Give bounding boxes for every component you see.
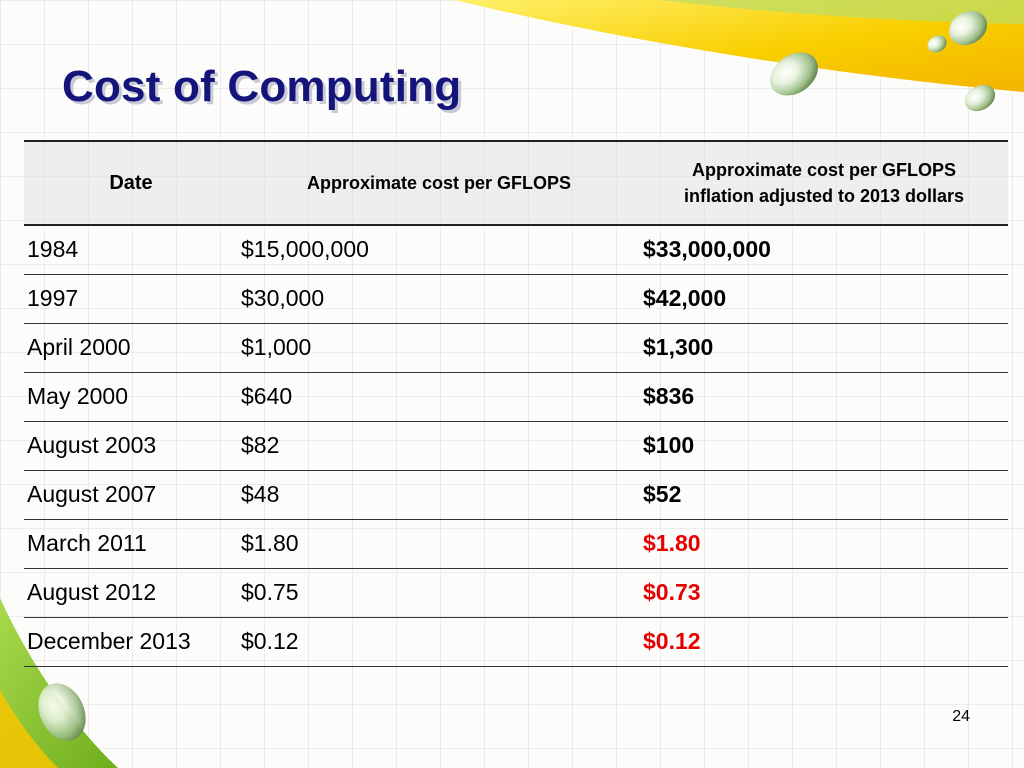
header-adjusted-line1: Approximate cost per GFLOPS	[691, 160, 957, 180]
cell-date: August 2007	[24, 470, 238, 520]
cell-date: December 2013	[24, 617, 238, 667]
cell-cost: $0.12	[238, 617, 640, 667]
cell-date: April 2000	[24, 323, 238, 373]
cell-adjusted-cost: $1.80	[640, 519, 1008, 569]
table-body: 1984 $15,000,000 $33,000,000 1997 $30,000 $42…	[24, 225, 1008, 667]
cell-adjusted-cost: $52	[640, 470, 1008, 520]
cell-cost: $48	[238, 470, 640, 520]
header-date: Date	[24, 140, 238, 226]
cell-cost: $82	[238, 421, 640, 471]
cell-cost: $640	[238, 372, 640, 422]
droplet-shape	[770, 52, 818, 96]
cell-date: 1997	[24, 274, 238, 324]
droplet-shape	[38, 683, 86, 741]
cell-cost: $30,000	[238, 274, 640, 324]
table-row: 1984 $15,000,000 $33,000,000	[24, 225, 1008, 275]
table-header-row: Date Approximate cost per GFLOPS Approxi…	[24, 140, 1008, 226]
table-row: August 2003 $82 $100	[24, 421, 1008, 471]
cell-date: August 2012	[24, 568, 238, 618]
header-adjusted-line2: inflation adjusted to 2013 dollars	[683, 186, 965, 206]
cell-adjusted-cost: $0.12	[640, 617, 1008, 667]
cell-adjusted-cost: $42,000	[640, 274, 1008, 324]
table-row: August 2007 $48 $52	[24, 470, 1008, 520]
cell-cost: $1.80	[238, 519, 640, 569]
cell-adjusted-cost: $100	[640, 421, 1008, 471]
table-row: August 2012 $0.75 $0.73	[24, 568, 1008, 618]
table-row: May 2000 $640 $836	[24, 372, 1008, 422]
cell-adjusted-cost: $0.73	[640, 568, 1008, 618]
header-cost: Approximate cost per GFLOPS	[238, 140, 640, 226]
cell-cost: $1,000	[238, 323, 640, 373]
cell-adjusted-cost: $33,000,000	[640, 225, 1008, 275]
droplet-shape	[927, 35, 947, 53]
table-row: December 2013 $0.12 $0.12	[24, 617, 1008, 667]
cell-date: 1984	[24, 225, 238, 275]
cell-adjusted-cost: $836	[640, 372, 1008, 422]
cell-adjusted-cost: $1,300	[640, 323, 1008, 373]
cell-date: March 2011	[24, 519, 238, 569]
cell-date: August 2003	[24, 421, 238, 471]
cell-date: May 2000	[24, 372, 238, 422]
table-row: 1997 $30,000 $42,000	[24, 274, 1008, 324]
yellow-swoosh-shape	[455, 0, 1024, 92]
droplet-shape	[948, 10, 988, 46]
droplet-shape	[964, 84, 996, 112]
page-number: 24	[952, 708, 970, 725]
table-row: March 2011 $1.80 $1.80	[24, 519, 1008, 569]
slide-title: Cost of Computing	[62, 62, 462, 111]
table-row: April 2000 $1,000 $1,300	[24, 323, 1008, 373]
yellow-corner-shape	[0, 690, 58, 768]
green-swoosh-shape	[660, 0, 1024, 24]
cell-cost: $0.75	[238, 568, 640, 618]
cost-table: Date Approximate cost per GFLOPS Approxi…	[24, 140, 1008, 667]
green-corner-shape	[0, 598, 118, 768]
header-adjusted-cost: Approximate cost per GFLOPS inflation ad…	[640, 140, 1008, 226]
cell-cost: $15,000,000	[238, 225, 640, 275]
